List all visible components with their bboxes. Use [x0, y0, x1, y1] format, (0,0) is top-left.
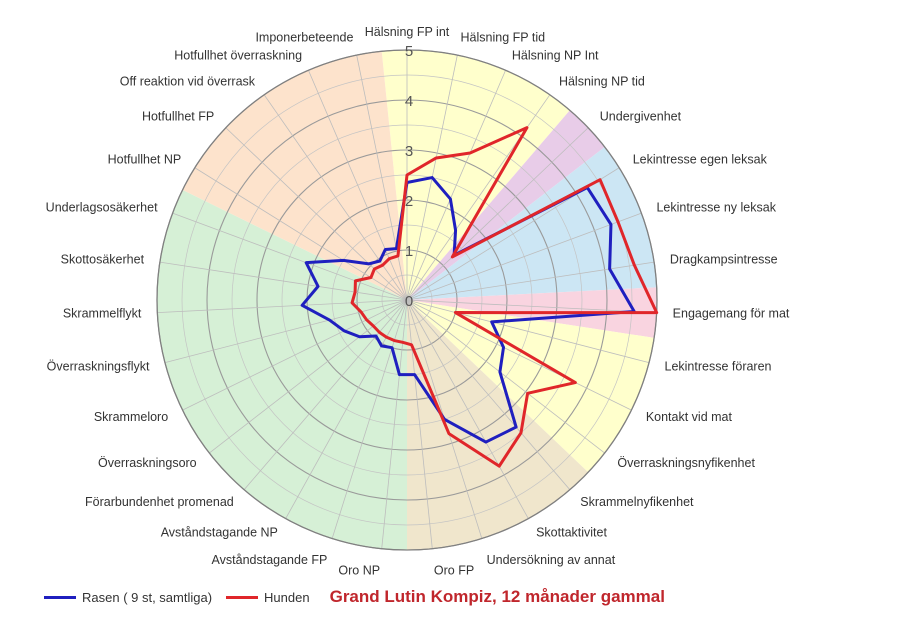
grid-spoke-22 [182, 299, 408, 411]
category-label-10: Lekintresse föraren [665, 360, 772, 374]
grid-spoke-28 [225, 127, 408, 301]
category-label-24: Skrammelflykt [63, 306, 142, 320]
grid-spoke-12 [406, 299, 605, 454]
radial-tick-label-2: 2 [405, 193, 413, 210]
grid-spoke-11 [406, 299, 632, 411]
category-label-6: Lekintresse egen leksak [633, 152, 768, 166]
legend-entry-breed: Rasen ( 9 st, samtliga) [44, 590, 212, 605]
outer-ring [156, 49, 658, 551]
radial-tick-label-5: 5 [405, 43, 413, 60]
grid-spoke-25 [159, 261, 408, 301]
grid-spoke-30 [308, 70, 408, 301]
category-label-1: Hälsning FP int [365, 25, 450, 39]
background-sector-1 [381, 50, 570, 301]
category-label-25: Skottosäkerhet [61, 253, 145, 267]
category-label-28: Hotfullhet FP [142, 110, 214, 124]
grid-spoke-13 [406, 299, 571, 490]
category-label-27: Hotfullhet NP [108, 152, 182, 166]
category-label-23: Överraskningsflykt [47, 360, 150, 374]
grid-spoke-5 [406, 127, 589, 301]
dog-name-caption: Grand Lutin Kompiz, 12 månader gammal [329, 587, 665, 606]
legend-swatch-breed [44, 595, 76, 599]
legend: Rasen ( 9 st, samtliga) Hunden Grand Lut… [44, 585, 665, 609]
grid-spoke-26 [172, 212, 408, 301]
category-label-17: Oro NP [338, 564, 380, 578]
legend-label-dog: Hunden [264, 589, 310, 605]
series-line-breed [300, 176, 636, 444]
category-label-22: Skrammeloro [94, 410, 168, 424]
category-label-20: Förarbundenhet promenad [85, 495, 234, 509]
category-label-14: Skottaktivitet [536, 526, 607, 540]
category-label-26: Underlagsosäkerhet [46, 201, 158, 215]
category-label-9: Engagemang för mat [673, 306, 790, 320]
category-label-4: Hälsning NP tid [559, 75, 645, 89]
category-label-19: Avståndstagande NP [161, 526, 278, 540]
grid-spoke-7 [406, 212, 642, 301]
category-label-13: Skrammelnyfikenhet [580, 495, 694, 509]
grid-spoke-9 [406, 299, 657, 314]
background-sector-8 [182, 51, 407, 300]
category-label-8: Dragkampsintresse [670, 253, 778, 267]
grid-spoke-3 [406, 70, 506, 301]
grid-spoke-24 [157, 299, 408, 314]
background-sector-3 [407, 146, 657, 300]
legend-swatch-dog [226, 595, 259, 599]
category-label-18: Avståndstagande FP [212, 553, 328, 567]
background-sector-6 [407, 300, 589, 550]
category-label-31: Imponerbeteende [255, 30, 353, 44]
background-sector-7 [156, 189, 407, 550]
grid-spoke-23 [164, 299, 408, 364]
grid-spoke-16 [406, 299, 433, 549]
category-label-3: Hälsning NP Int [512, 49, 599, 63]
radial-tick-label-4: 4 [405, 93, 413, 110]
grid-spoke-31 [356, 55, 408, 301]
radial-tick-label-0: 0 [405, 293, 413, 310]
category-label-11: Kontakt vid mat [646, 410, 733, 424]
category-label-5: Undergivenhet [600, 110, 682, 124]
category-label-15: Undersökning av annat [487, 553, 616, 567]
category-label-7: Lekintresse ny leksak [656, 201, 776, 215]
radial-tick-label-1: 1 [405, 243, 413, 260]
radial-tick-label-3: 3 [405, 143, 413, 160]
category-label-12: Överraskningsnyfikenhet [617, 456, 755, 470]
category-label-2: Hälsning FP tid [461, 30, 546, 44]
grid-spoke-10 [406, 299, 650, 364]
legend-label-breed: Rasen ( 9 st, samtliga) [82, 589, 213, 605]
category-label-30: Hotfullhet överraskning [174, 49, 302, 63]
radar-chart: 0 1 2 3 4 5 Hälsning FP int Hälsning FP tid Häls… [46, 25, 790, 578]
category-label-21: Överraskningsoro [98, 456, 197, 470]
category-label-16: Oro FP [434, 564, 474, 578]
series-line-dog [350, 126, 659, 468]
grid-spoke-14 [406, 299, 529, 519]
category-label-29: Off reaktion vid överrask [120, 75, 256, 89]
grid-spoke-8 [406, 261, 655, 301]
legend-entry-dog: Hunden [226, 590, 310, 605]
